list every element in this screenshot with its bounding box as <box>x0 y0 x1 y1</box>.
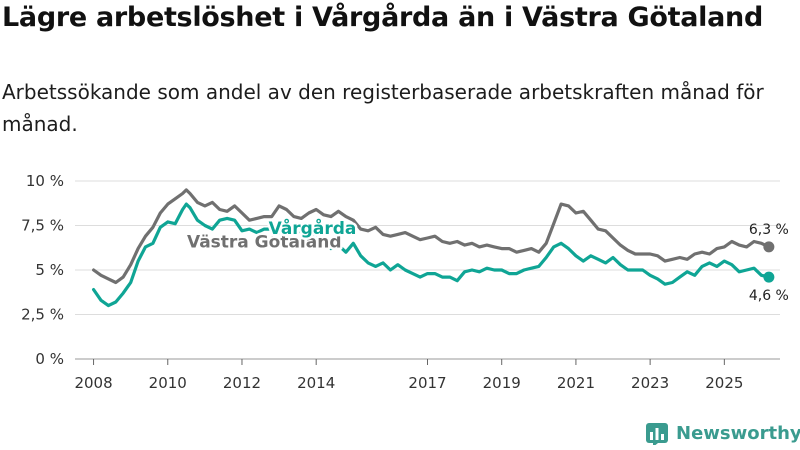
x-tick-label: 2012 <box>223 374 261 392</box>
brand-name: Newsworthy <box>676 422 800 444</box>
x-tick-label: 2021 <box>557 374 595 392</box>
y-tick-label: 2,5 % <box>21 306 64 324</box>
y-tick-label: 5 % <box>35 261 64 279</box>
axes: 0 % 2,5 % 5 % 7,5 % 10 % 2008 2010 2012 2014 2017… <box>21 172 743 392</box>
series-line-vastra-gotaland <box>92 188 771 285</box>
x-tick-label: 2025 <box>705 374 743 392</box>
chart-title: Lägre arbetslöshet i Vårgårda än i Västr… <box>2 2 763 33</box>
y-tick-label: 0 % <box>35 350 64 368</box>
line-chart: 0 % 2,5 % 5 % 7,5 % 10 % 2008 2010 2012 2014 2017… <box>21 172 789 392</box>
y-tick-label: 10 % <box>26 172 64 190</box>
end-point-vastra-gotaland <box>763 241 775 253</box>
series-label-vargarda: Vårgårda <box>269 217 357 239</box>
end-value-label-vastra-gotaland: 6,3 % <box>749 222 789 238</box>
x-tick-label: 2017 <box>408 374 446 392</box>
x-tick-label: 2014 <box>297 374 335 392</box>
newsworthy-bar-chart-icon <box>646 423 668 445</box>
x-tick-label: 2019 <box>483 374 521 392</box>
x-tick-label: 2008 <box>74 374 112 392</box>
y-gridlines <box>75 180 780 360</box>
series-lines <box>92 188 775 308</box>
y-tick-label: 7,5 % <box>21 217 64 235</box>
series-line-vargarda <box>92 202 771 308</box>
series-label-vastra-gotaland: Västra Götaland <box>187 233 342 253</box>
x-tick-label: 2023 <box>631 374 669 392</box>
end-point-vargarda <box>763 271 775 283</box>
newsworthy-logo: Newsworthy <box>646 420 800 446</box>
x-tick-label: 2010 <box>149 374 187 392</box>
end-value-label-vargarda: 4,6 % <box>749 288 789 304</box>
chart-subtitle: Arbetssökande som andel av den registerb… <box>2 80 764 136</box>
